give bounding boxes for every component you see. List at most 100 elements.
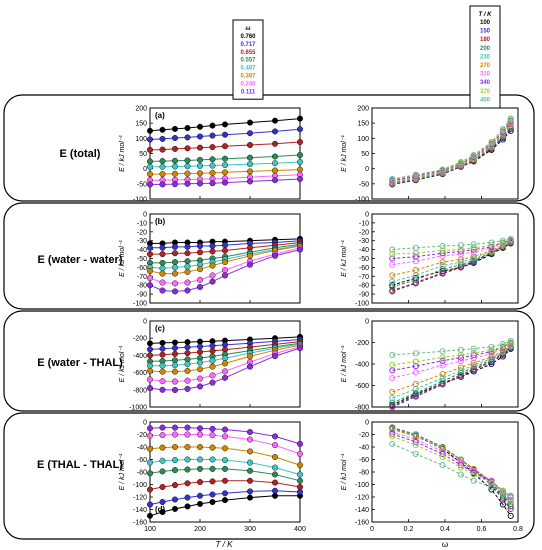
left-panel-4-point: [184, 503, 191, 510]
left-panel-2-point: [171, 259, 178, 266]
left-panel-4-point: [221, 465, 228, 472]
left-panel-2-point: [171, 270, 178, 277]
left-panel-4-point: [272, 464, 279, 471]
right-panel-2-ytick-label: -90: [359, 292, 369, 299]
left-panel-3-point: [246, 363, 253, 370]
left-panel-3-label: (c): [155, 324, 165, 333]
x-axis-label-left: T / K: [216, 540, 234, 549]
right-panel-1-point: [389, 175, 396, 183]
right-panel-2-point: [470, 241, 477, 248]
left-panel-3-point: [171, 345, 178, 352]
left-panel-2-point: [184, 287, 191, 294]
right-panel-3-point: [439, 357, 446, 364]
left-panel-3-point: [209, 372, 216, 379]
right-panel-3: -800 -600 -400 -200 0 E / kJ mol⁻¹: [341, 319, 519, 412]
left-panel-4-point: [184, 480, 191, 487]
right-panel-3-point: [389, 374, 396, 382]
right-panel-3-point: [457, 354, 464, 361]
left-panel-4-point: [196, 500, 203, 507]
right-panel-2-ytick-label: -40: [359, 247, 369, 254]
left-panel-3-ytick-label: -800: [133, 387, 147, 394]
left-panel-4-point: [221, 445, 228, 452]
left-panel-3-point: [184, 377, 191, 384]
left-panel-2-point: [246, 252, 253, 259]
left-panel-1-point: [272, 160, 279, 167]
left-panel-2-point: [184, 243, 191, 250]
right-panel-4-xtick-label: 0.4: [440, 526, 450, 533]
left-panel-1-point: [297, 151, 304, 158]
left-panel-4-point: [171, 457, 178, 464]
left-panel-3-point: [209, 357, 216, 364]
right-panel-2-point: [389, 278, 396, 285]
left-panel-4-point: [272, 433, 279, 440]
left-panel-4-point: [297, 484, 304, 491]
left-panel-1-point: [209, 162, 216, 169]
left-panel-1-point: [272, 153, 279, 160]
right-panel-2-point: [412, 267, 419, 274]
left-panel-3-point: [209, 363, 216, 370]
left-panel-2-point: [171, 250, 178, 257]
right-panel-3-point: [389, 399, 396, 406]
legend-temperature-entry: 100: [480, 20, 491, 26]
left-panel-3-ytick-label: 0: [143, 319, 147, 326]
right-panel-3-point: [412, 369, 419, 376]
right-panel-2-point: [457, 251, 464, 258]
right-panel-2-ytick-label: -60: [359, 265, 369, 272]
right-panel-1-point: [439, 166, 446, 173]
right-panel-4-series-line: [392, 443, 511, 497]
right-panel-3-point: [412, 389, 419, 397]
right-panel-3-point: [488, 347, 495, 354]
left-panel-3-point: [146, 376, 153, 383]
left-panel-4-point: [159, 432, 166, 439]
right-panel-1-point: [457, 158, 464, 166]
left-panel-1-point: [146, 163, 153, 170]
right-panel-2-ytick-label: -20: [359, 229, 369, 236]
left-panel-3-series-line: [149, 346, 301, 383]
right-panel-2-point: [412, 279, 419, 286]
left-panel-3-point: [159, 378, 166, 385]
right-panel-1-series-line: [392, 127, 512, 185]
right-panel-1-series-line: [392, 130, 512, 185]
right-panel-4-point: [488, 483, 495, 491]
right-panel-2-point: [389, 261, 396, 268]
left-panel-1-point: [196, 123, 203, 130]
left-panel-4-point: [146, 445, 153, 452]
left-panel-2-point: [209, 242, 216, 249]
left-panel-4-point: [159, 509, 166, 516]
left-panel-1-point: [221, 161, 228, 168]
left-panel-3-point: [159, 339, 166, 346]
left-panel-1-ytick-label: 150: [135, 121, 147, 128]
left-panel-1-point: [297, 115, 304, 122]
left-panel-4-point: [246, 467, 253, 474]
left-panel-1-point: [196, 170, 203, 177]
left-panel-2-point: [246, 261, 253, 268]
left-panel-2-point: [159, 244, 166, 251]
left-panel-3-point: [159, 368, 166, 375]
right-panel-4-series-line: [392, 427, 512, 517]
left-panel-1-point: [209, 180, 216, 187]
legend-omega-entry: 0.487: [240, 66, 256, 72]
right-panel-4-point: [439, 450, 446, 457]
left-panel-1-ytick-label: -100: [133, 197, 147, 204]
right-panel-3-point: [439, 378, 446, 385]
left-panel-4-point: [146, 486, 153, 493]
right-panel-4-ytick-label: -40: [359, 445, 369, 452]
legend-omega-entry: 0.240: [240, 81, 256, 87]
right-panel-2-point: [488, 243, 495, 250]
left-panel-4-point: [297, 450, 304, 457]
left-panel-2-point: [196, 276, 203, 283]
left-panel-3-point: [209, 379, 216, 386]
left-panel-2-series-line: [150, 240, 301, 249]
right-panel-3-ytick-label: -200: [355, 340, 369, 347]
legend-omega-entry: 0.655: [240, 50, 256, 56]
left-panel-4-point: [272, 442, 279, 449]
left-panel-3-point: [184, 339, 191, 346]
right-panel-4-point: [439, 453, 446, 461]
left-panel-1-point: [272, 128, 279, 135]
right-panel-3-point: [457, 371, 464, 379]
left-panel-4-point: [196, 444, 203, 451]
left-panel-1-point: [246, 130, 253, 137]
left-panel-1-point: [209, 169, 216, 176]
